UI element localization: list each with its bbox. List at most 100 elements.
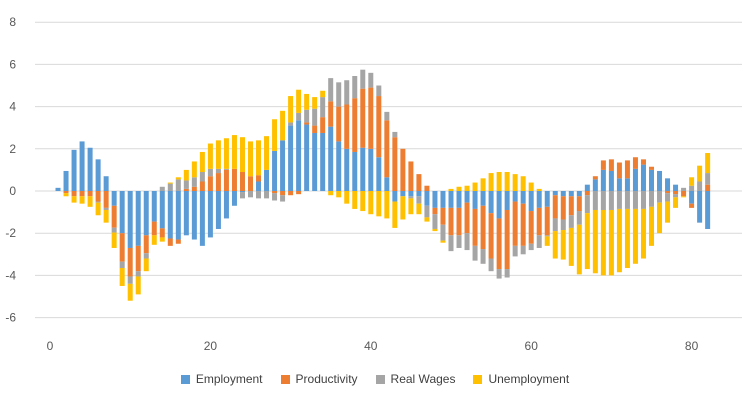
bar-employment bbox=[400, 191, 406, 197]
bar-real-wages bbox=[440, 224, 446, 241]
bar-real-wages bbox=[528, 243, 534, 251]
bar-productivity bbox=[512, 201, 518, 246]
bar-real-wages bbox=[480, 249, 486, 264]
bar-real-wages bbox=[384, 111, 390, 121]
bar-employment bbox=[432, 191, 438, 208]
bar-unemployment bbox=[488, 173, 494, 191]
bar-productivity bbox=[432, 207, 438, 215]
bar-real-wages bbox=[689, 185, 695, 191]
bar-employment bbox=[239, 191, 245, 193]
bar-productivity bbox=[536, 207, 542, 236]
bar-real-wages bbox=[223, 168, 229, 170]
bar-productivity bbox=[79, 191, 85, 197]
bar-unemployment bbox=[697, 165, 703, 182]
bar-productivity bbox=[159, 228, 165, 238]
bar-real-wages bbox=[560, 219, 566, 231]
y-tick-label: 4 bbox=[9, 100, 16, 114]
bar-unemployment bbox=[368, 191, 374, 215]
bar-unemployment bbox=[264, 136, 270, 170]
legend-label: Real Wages bbox=[390, 372, 456, 386]
bar-unemployment bbox=[512, 174, 518, 191]
bar-productivity bbox=[143, 235, 149, 254]
bar-unemployment bbox=[95, 202, 101, 216]
bar-unemployment bbox=[384, 191, 390, 219]
bar-real-wages bbox=[239, 192, 245, 199]
bar-productivity bbox=[392, 137, 398, 191]
bar-unemployment bbox=[376, 191, 382, 217]
bar-productivity bbox=[673, 191, 679, 195]
legend-label: Unemployment bbox=[488, 372, 570, 386]
bar-productivity bbox=[472, 208, 478, 246]
bar-productivity bbox=[304, 122, 310, 125]
bar-unemployment bbox=[624, 208, 630, 269]
bar-employment bbox=[520, 191, 526, 204]
bar-productivity bbox=[528, 211, 534, 244]
legend-item-real-wages[interactable]: Real Wages bbox=[375, 372, 456, 386]
bar-employment bbox=[143, 191, 149, 236]
bar-unemployment bbox=[199, 151, 205, 173]
bar-unemployment bbox=[151, 235, 157, 245]
bar-productivity bbox=[280, 191, 286, 196]
stacked-bar-chart: -6 -4 -2 0 2 4 6 8 0 20 40 60 80 bbox=[5, 15, 742, 353]
bar-productivity bbox=[640, 159, 646, 165]
bar-real-wages bbox=[135, 271, 141, 277]
bar-productivity bbox=[440, 207, 446, 225]
bar-productivity bbox=[464, 202, 470, 234]
bar-real-wages bbox=[576, 211, 582, 225]
bar-productivity bbox=[111, 205, 117, 228]
bar-employment bbox=[360, 147, 366, 191]
bar-employment bbox=[119, 191, 125, 234]
bar-employment bbox=[167, 191, 173, 239]
bar-real-wages bbox=[376, 85, 382, 97]
x-tick-label: 80 bbox=[685, 339, 699, 353]
bar-productivity bbox=[344, 104, 350, 149]
bar-employment bbox=[392, 191, 398, 202]
bar-real-wages bbox=[568, 215, 574, 228]
x-tick-label: 40 bbox=[364, 339, 378, 353]
bar-employment bbox=[665, 178, 671, 191]
bar-productivity bbox=[568, 196, 574, 216]
bar-employment bbox=[705, 191, 711, 229]
bar-productivity bbox=[272, 191, 278, 194]
bar-unemployment bbox=[296, 89, 302, 113]
legend-item-unemployment[interactable]: Unemployment bbox=[473, 372, 569, 386]
bar-unemployment bbox=[280, 110, 286, 141]
bar-real-wages bbox=[183, 180, 189, 189]
legend-item-employment[interactable]: Employment bbox=[180, 372, 263, 386]
bar-real-wages bbox=[344, 80, 350, 105]
bar-unemployment bbox=[191, 161, 197, 178]
bar-productivity bbox=[504, 209, 510, 270]
bar-unemployment bbox=[336, 191, 342, 198]
bar-real-wages bbox=[304, 109, 310, 123]
bar-real-wages bbox=[408, 196, 414, 199]
y-tick-label: -2 bbox=[5, 226, 16, 240]
bar-employment bbox=[528, 191, 534, 212]
bar-employment bbox=[368, 148, 374, 191]
bar-real-wages bbox=[496, 269, 502, 279]
bar-employment bbox=[264, 169, 270, 191]
bar-real-wages bbox=[103, 207, 109, 210]
bar-real-wages bbox=[95, 201, 101, 203]
bar-productivity bbox=[560, 196, 566, 220]
bar-unemployment bbox=[504, 172, 510, 191]
bar-real-wages bbox=[191, 177, 197, 187]
bar-unemployment bbox=[600, 209, 606, 276]
bar-employment bbox=[95, 159, 101, 191]
y-tick-label: 2 bbox=[9, 142, 16, 156]
bar-productivity bbox=[215, 173, 221, 191]
bar-productivity bbox=[127, 247, 133, 277]
bar-real-wages bbox=[199, 172, 205, 182]
bar-productivity bbox=[167, 238, 173, 246]
bar-productivity bbox=[63, 191, 69, 194]
bar-real-wages bbox=[624, 191, 630, 209]
bar-employment bbox=[464, 191, 470, 203]
bar-productivity bbox=[576, 196, 582, 212]
bar-unemployment bbox=[576, 224, 582, 275]
bar-real-wages bbox=[256, 191, 262, 199]
bar-productivity bbox=[520, 203, 526, 246]
bar-unemployment bbox=[63, 193, 69, 197]
bar-employment bbox=[480, 191, 486, 206]
legend-item-productivity[interactable]: Productivity bbox=[280, 372, 358, 386]
bar-employment bbox=[568, 191, 574, 197]
bar-employment bbox=[624, 178, 630, 191]
